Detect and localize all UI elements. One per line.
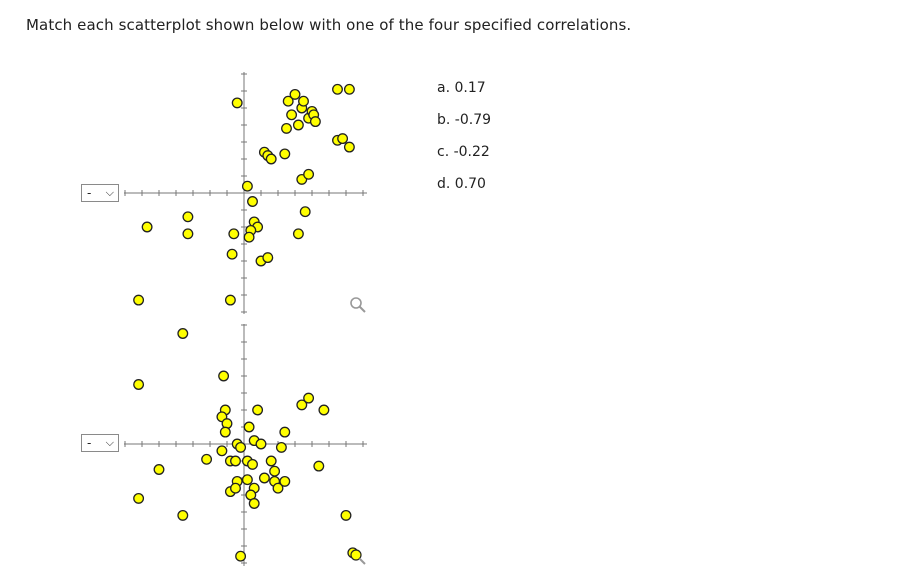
scatter-point <box>265 153 277 165</box>
scatter-point <box>218 370 230 382</box>
scatter-point <box>226 248 238 260</box>
option-d: d. 0.70 <box>437 176 486 192</box>
option-a: a. 0.17 <box>437 80 486 96</box>
scatter-point <box>282 95 294 107</box>
scatter-point <box>318 404 330 416</box>
option-c: c. -0.22 <box>437 144 490 160</box>
scatterplot-2-axes <box>124 324 367 566</box>
scatter-point <box>224 294 236 306</box>
scatter-point <box>228 228 240 240</box>
scatter-point <box>235 441 247 453</box>
scatter-point <box>299 206 311 218</box>
scatter-point <box>133 492 145 504</box>
scatter-point <box>219 426 231 438</box>
scatter-point <box>303 168 315 180</box>
scatterplot-1-axes <box>124 72 367 314</box>
scatter-point <box>243 421 255 433</box>
scatter-point <box>279 426 291 438</box>
magnifier-icon[interactable] <box>349 548 367 566</box>
scatter-point <box>303 392 315 404</box>
correlation-select-1[interactable]: - ⌵ <box>81 184 119 202</box>
scatter-point <box>258 472 270 484</box>
scatter-point <box>182 211 194 223</box>
select-value: - <box>87 436 92 450</box>
scatter-point <box>177 328 189 339</box>
scatter-point <box>265 455 277 467</box>
scatter-point <box>141 221 153 233</box>
scatter-point <box>289 88 301 100</box>
scatter-point <box>133 379 145 390</box>
question-text: Match each scatterplot shown below with … <box>26 16 632 34</box>
scatter-point <box>292 228 304 240</box>
scatter-point <box>343 83 355 95</box>
scatter-point <box>262 252 274 264</box>
chevron-down-icon: ⌵ <box>105 436 114 449</box>
scatter-point <box>275 441 287 453</box>
scatter-point <box>248 498 260 509</box>
scatter-point <box>230 482 241 494</box>
scatter-point <box>241 180 253 192</box>
scatterplot-1-points <box>133 83 355 306</box>
scatter-point <box>243 231 255 243</box>
scatter-point <box>201 453 213 465</box>
scatter-point <box>296 399 308 411</box>
scatter-point <box>343 141 355 153</box>
scatter-point <box>177 509 189 521</box>
scatter-point <box>309 116 321 128</box>
scatter-point <box>252 404 264 416</box>
scatter-point <box>241 474 253 486</box>
scatter-point <box>269 465 281 477</box>
scatter-point <box>230 455 241 467</box>
chevron-down-icon: ⌵ <box>105 186 114 199</box>
scatter-point <box>286 109 298 121</box>
scatter-point <box>182 228 194 240</box>
answer-options: a. 0.17 b. -0.79 c. -0.22 d. 0.70 <box>437 80 491 208</box>
scatter-point <box>153 464 165 475</box>
scatter-point <box>231 97 243 109</box>
option-b: b. -0.79 <box>437 112 492 128</box>
scatter-point <box>281 122 292 134</box>
scatter-point <box>279 148 291 160</box>
scatter-point <box>279 475 291 487</box>
scatter-point <box>272 482 284 494</box>
scatter-point <box>247 458 258 470</box>
scatter-point <box>216 445 228 457</box>
scatter-point <box>298 95 309 107</box>
scatter-point <box>337 133 349 145</box>
scatter-point <box>247 196 258 207</box>
scatter-point <box>255 438 267 450</box>
correlation-select-2[interactable]: - ⌵ <box>81 434 119 452</box>
magnifier-icon[interactable] <box>349 296 367 314</box>
select-value: - <box>87 186 92 200</box>
scatter-point <box>313 460 325 472</box>
scatter-point <box>292 119 304 131</box>
scatter-point <box>340 509 352 521</box>
scatter-point <box>235 550 247 562</box>
scatterplot-2-points <box>133 328 359 562</box>
scatter-point <box>332 83 343 95</box>
scatter-point <box>133 294 145 306</box>
